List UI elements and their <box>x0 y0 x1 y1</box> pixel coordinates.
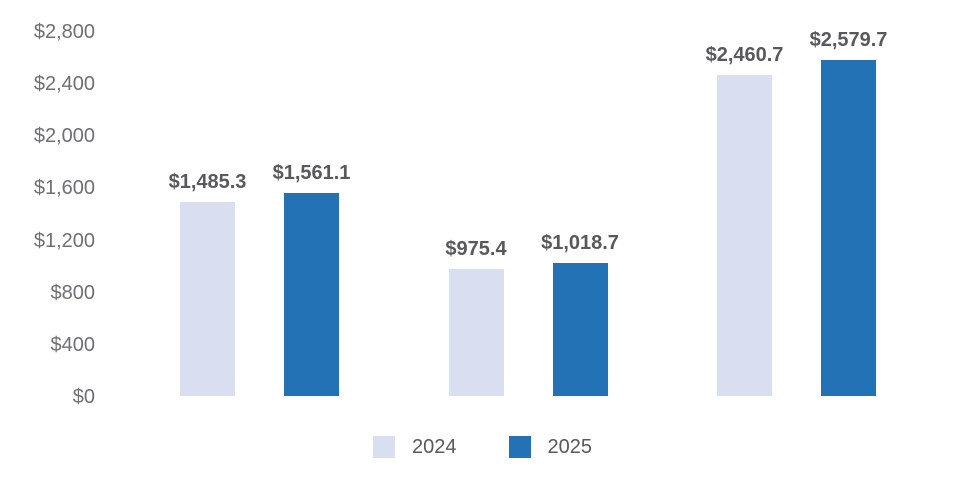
bar-2024-group-1 <box>180 202 235 396</box>
bar-value-label: $2,460.7 <box>705 44 784 67</box>
legend-item-2025: 2025 <box>508 436 593 458</box>
legend-swatch-icon <box>508 436 531 458</box>
legend-label: 2025 <box>547 436 593 458</box>
bar-value-label: $1,018.7 <box>541 232 619 255</box>
bar-2025-group-3 <box>821 59 876 396</box>
bar-2025-group-1 <box>284 192 339 396</box>
bar-value-label: $1,485.3 <box>168 171 247 194</box>
legend-swatch-icon <box>373 436 395 458</box>
bar-2024-group-2 <box>448 268 504 396</box>
bar-2025-group-2 <box>552 263 608 396</box>
bar-value-label: $975.4 <box>445 237 507 260</box>
bar-value-label: $1,561.1 <box>272 161 351 184</box>
legend-item-2024: 2024 <box>373 436 457 458</box>
legend: 2024 2025 <box>373 436 592 458</box>
bar-value-label: $2,579.7 <box>809 28 888 51</box>
legend-label: 2024 <box>412 436 457 458</box>
bar-2024-group-3 <box>717 75 772 396</box>
